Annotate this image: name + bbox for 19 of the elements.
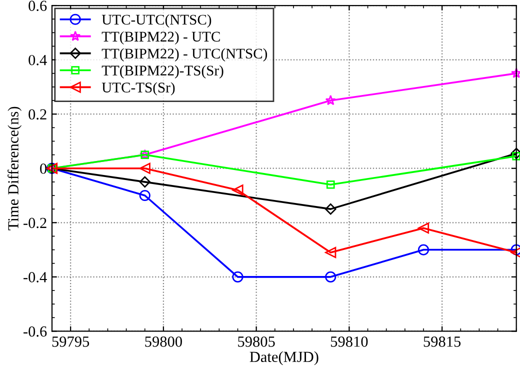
- legend-label: UTC-UTC(NTSC): [102, 14, 212, 28]
- x-tick-label: 59805: [238, 336, 275, 347]
- y-tick-label: 0.6: [28, 0, 47, 12]
- y-axis-title: Time Difference(ns): [8, 106, 22, 230]
- legend-label: TT(BIPM22) - UTC(NTSC): [102, 48, 268, 62]
- x-axis-title: Date(MJD): [250, 351, 318, 366]
- y-tick-label: -0.4: [24, 272, 47, 282]
- x-tick-label: 59795: [52, 336, 90, 347]
- legend-label: TT(BIPM22) - UTC: [102, 31, 220, 45]
- y-tick-label: 0.4: [28, 54, 47, 66]
- x-tick-label: 59815: [424, 336, 461, 347]
- y-tick-label: 0: [40, 164, 47, 174]
- legend-label: UTC-TS(Sr): [102, 82, 175, 96]
- x-tick-label: 59810: [330, 336, 368, 347]
- y-tick-label: 0.2: [28, 109, 46, 120]
- y-tick-label: -0.2: [24, 218, 46, 228]
- x-tick-label: 59800: [145, 336, 182, 347]
- legend-label: TT(BIPM22)-TS(Sr): [102, 65, 224, 78]
- y-tick-label: -0.6: [24, 326, 47, 337]
